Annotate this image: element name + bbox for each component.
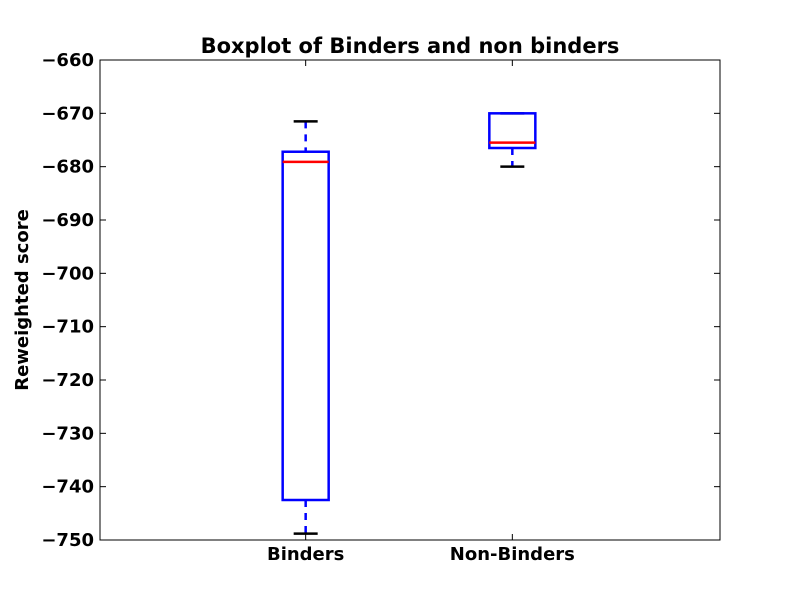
y-tick-label: −750 (41, 530, 94, 551)
y-tick-label: −660 (41, 50, 94, 71)
y-tick-label: −740 (41, 477, 94, 498)
y-axis-label: Reweighted score (12, 209, 33, 391)
plot-area: −660 −670 −680 −690 −700 −710 −720 −730 −740 −750… (41, 50, 720, 565)
chart-title: Boxplot of Binders and non binders (201, 34, 620, 58)
y-tick-label: −690 (41, 210, 94, 231)
y-tick-label: −730 (41, 423, 94, 444)
y-tick-label: −710 (41, 317, 94, 338)
y-tick-label: −700 (41, 263, 94, 284)
y-tick-label: −670 (41, 103, 94, 124)
plot-frame (99, 59, 721, 541)
x-tick-label: Binders (267, 544, 344, 565)
box-iqr (488, 112, 537, 150)
y-tick-label: −680 (41, 157, 94, 178)
y-tick-label: −720 (41, 370, 94, 391)
box-iqr (281, 150, 330, 502)
x-tick-label: Non-Binders (450, 544, 575, 565)
